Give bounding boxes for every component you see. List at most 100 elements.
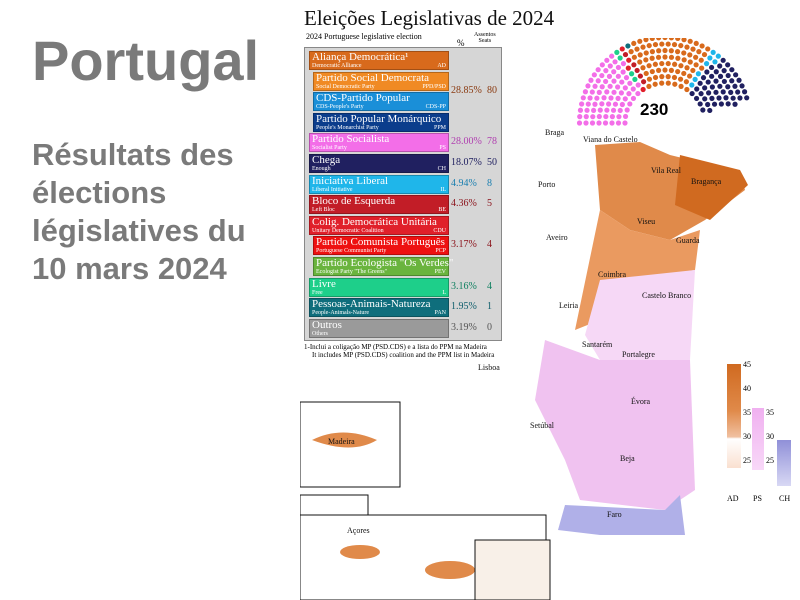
result-pct: 1.95% (451, 301, 477, 313)
result-seats: 8 (487, 177, 492, 189)
party-name: Outros (312, 318, 342, 331)
figure-title: Eleições Legislativas de 2024 (304, 6, 555, 30)
seat-dot (626, 57, 632, 63)
seat-dot (659, 41, 665, 47)
seat-dot (606, 101, 612, 107)
party-name-en: Unitary Democratic Coalition (312, 227, 384, 234)
party-name-en: CDS-People's Party (316, 104, 364, 111)
seat-dot (655, 54, 662, 60)
seat-dot (732, 101, 738, 107)
seat-dot (733, 72, 739, 78)
seat-dot (649, 68, 655, 75)
party-be: Bloco de Esquerda Left Bloc BE (309, 195, 449, 215)
seat-dot (721, 78, 727, 85)
seat-dot (729, 78, 735, 84)
seat-dot (699, 65, 705, 71)
party-name: Partido Comunista Português (316, 236, 445, 249)
seat-dot (672, 61, 678, 67)
seat-dot (614, 49, 620, 55)
seat-dot (737, 95, 743, 101)
seat-dot (725, 72, 731, 79)
seat-dot (643, 70, 649, 77)
party-abbr: L (442, 289, 446, 296)
seat-dot (622, 85, 628, 91)
seat-dot (707, 55, 713, 61)
seat-dot (619, 46, 625, 52)
seat-dot (591, 107, 597, 114)
azores-island (340, 545, 380, 559)
seat-dot (599, 62, 605, 68)
seat-dot (607, 63, 613, 69)
ps-scale-tick: 30 (766, 432, 774, 441)
seat-dot (634, 67, 640, 74)
seat-dot (589, 89, 595, 95)
seat-dot (588, 77, 594, 83)
party-name: Partido Social Democrata (316, 71, 430, 84)
seat-dot (696, 49, 702, 55)
result-pct: 3.17% (451, 239, 477, 251)
party-name-en: Socialist Party (312, 145, 347, 152)
seat-dot (656, 67, 662, 73)
seat-dot (596, 113, 602, 120)
seat-dot (662, 38, 668, 41)
seat-dot (577, 114, 583, 120)
seat-dot (720, 89, 726, 95)
seat-dot (589, 120, 596, 126)
district-label: Madeira (328, 437, 355, 446)
seat-dot (684, 86, 690, 93)
party-name: Colig. Democrática Unitária (312, 215, 437, 228)
seat-dot (630, 86, 636, 92)
seat-dot (665, 74, 671, 80)
seat-dot (646, 76, 653, 82)
seat-dot (610, 107, 617, 113)
seat-dot (585, 101, 591, 107)
district-label: Aveiro (546, 233, 568, 242)
seat-dot (615, 73, 621, 79)
seats-header-pt: Assentos (474, 32, 496, 38)
party-pcp: Partido Comunista Português Portuguese Co… (313, 236, 449, 256)
seat-dot (599, 72, 605, 79)
seat-dot (715, 53, 721, 59)
party-cdu: Colig. Democrática Unitária Unitary Democ… (309, 215, 449, 235)
district-label: Coimbra (598, 270, 626, 279)
seat-dot (729, 67, 735, 73)
seat-dot (635, 90, 641, 97)
seat-dot (710, 49, 716, 55)
ad-scale-tick: 30 (743, 432, 751, 441)
seat-dot (665, 41, 671, 47)
seat-dot (612, 59, 618, 65)
percent-header: % (457, 38, 465, 48)
seat-dot (717, 63, 723, 69)
party-abbr: IL (440, 186, 446, 193)
seat-dot (693, 62, 699, 68)
seat-dot (736, 77, 742, 83)
seat-dot (707, 107, 713, 114)
seat-dot (678, 83, 684, 89)
party-name-en: Social Democratic Party (316, 83, 375, 90)
district-label: Bragança (691, 177, 722, 186)
seat-dot (725, 101, 731, 107)
seat-dot (611, 89, 617, 95)
result-seats: 5 (487, 198, 492, 210)
seat-dot (693, 54, 699, 60)
seat-dot (631, 62, 637, 68)
party-name: Chega (312, 154, 341, 166)
party-name: Partido Popular Monárquico (316, 112, 442, 125)
seat-dot (684, 65, 690, 71)
footnote-en: It includes MP (PSD.CDS) coalition and t… (312, 351, 495, 359)
party-abbr: PPM (433, 124, 446, 131)
seat-dot (721, 68, 727, 74)
seat-dot (637, 59, 643, 65)
seat-dot (652, 61, 658, 67)
district-label: Lisboa (478, 363, 500, 372)
ad-scale-tick: 45 (743, 360, 751, 369)
seat-dot (656, 48, 662, 54)
seat-dot (584, 107, 590, 113)
result-pct: 28.85% (451, 84, 482, 96)
seat-dot (625, 65, 631, 71)
seat-dot (693, 95, 700, 102)
seat-dot (641, 79, 647, 85)
seat-dot (725, 84, 731, 90)
result-seats: 4 (487, 280, 492, 292)
seat-dot (619, 101, 625, 108)
